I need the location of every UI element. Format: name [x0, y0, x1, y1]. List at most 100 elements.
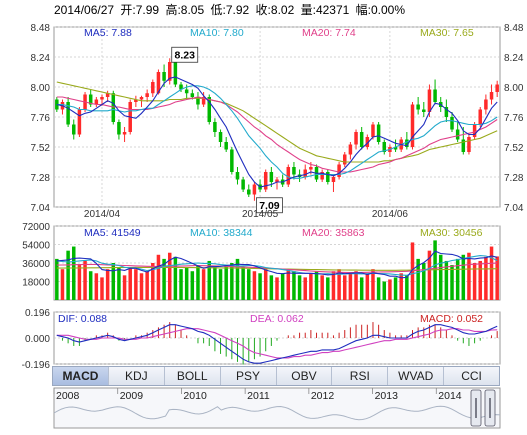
candle-body — [134, 99, 138, 102]
candle-body — [252, 184, 257, 195]
candle-body — [224, 142, 228, 150]
tab-kdj[interactable]: KDJ — [109, 367, 165, 385]
macd-panel: 0.196 0.000 -0.196 DIF: 0.088 DEA: 0.062 MACD… — [22, 308, 501, 371]
price-y-tick-label: 8.24 — [31, 53, 51, 64]
volume-bar — [467, 252, 471, 300]
tab-boll[interactable]: BOLL — [165, 367, 221, 385]
candle-body — [207, 97, 212, 122]
volume-bar — [173, 256, 178, 300]
volume-bar — [320, 275, 324, 300]
volume-bar — [151, 263, 155, 300]
legend-ma10: MA10: 38344 — [190, 227, 253, 239]
legend-ma20: MA20: 7.74 — [302, 27, 356, 39]
tab-cci[interactable]: CCI — [461, 369, 482, 383]
volume-bar — [438, 254, 443, 300]
volume-bar — [461, 254, 466, 300]
candle-body — [275, 179, 279, 182]
volume-bar — [213, 267, 217, 300]
candle-body — [162, 72, 166, 81]
volume-bar — [122, 275, 127, 300]
volume-bar — [331, 271, 336, 300]
volume-bar — [139, 273, 144, 300]
candle-body — [326, 172, 330, 182]
legend-ma30: MA30: 30456 — [420, 227, 483, 239]
price-y-tick-label-right: 7.04 — [504, 203, 524, 214]
volume-bar — [190, 271, 195, 300]
change-label: 幅: — [356, 2, 371, 17]
volume-y-tick-label: 72000 — [22, 222, 50, 233]
price-x-tick-label: 2014/05 — [242, 209, 279, 220]
timeline-panel[interactable]: 2008 2009 2010 2011 2012 2013 2014 — [53, 387, 501, 429]
price-y-tick-label-right: 7.76 — [504, 113, 524, 124]
legend-ma5: MA5: 41549 — [84, 227, 141, 239]
ma5-line — [56, 76, 498, 188]
volume-bar — [405, 275, 409, 300]
volume-bar — [326, 277, 330, 300]
timeline-frame — [53, 387, 501, 429]
change-value: 0.00% — [371, 3, 405, 17]
volume-bar — [455, 258, 460, 300]
candle-body — [495, 84, 499, 92]
legend-ma10: MA10: 7.80 — [190, 27, 244, 39]
candle-body — [88, 94, 93, 105]
legend-ma5: MA5: 7.88 — [84, 27, 132, 39]
candle-body — [422, 109, 426, 112]
candle-body — [365, 137, 370, 147]
volume-bar — [241, 267, 245, 300]
ma10-line — [56, 85, 498, 179]
volume-bar — [365, 273, 370, 300]
tab-obv[interactable]: OBV — [277, 367, 333, 385]
volume-panel: 72000 54000 36000 18000 MA5: 41549 MA10: 3834… — [22, 222, 501, 301]
high-value: 8.05 — [181, 3, 205, 17]
volume-bar — [275, 277, 279, 300]
price-y-tick-label-right: 8.24 — [504, 53, 524, 64]
volume-bar — [100, 277, 104, 300]
candle-body — [100, 97, 104, 100]
price-y-tick-label: 8.48 — [31, 23, 51, 34]
price-annotation: 7.09 — [259, 200, 280, 212]
price-annotation: 8.23 — [175, 49, 196, 61]
volume-bar — [427, 250, 432, 300]
volume-bar — [388, 279, 392, 300]
volume-bar — [134, 269, 138, 300]
volume-bar — [162, 258, 166, 300]
candle-body — [337, 164, 341, 177]
candle-body — [77, 109, 82, 135]
candle-body — [331, 177, 336, 182]
candle-body — [139, 97, 144, 100]
tab-macd[interactable]: MACD — [53, 367, 109, 385]
volume-bar — [94, 273, 99, 300]
tab-wvad[interactable]: WVAD — [388, 367, 445, 385]
candle-body — [218, 132, 223, 142]
open-label: 开: — [120, 3, 135, 17]
volume-bar — [263, 269, 268, 300]
tab-rsi[interactable]: RSI — [332, 367, 389, 385]
volume-bar — [196, 265, 200, 300]
candle-body — [342, 154, 347, 165]
candle-body — [151, 82, 155, 94]
volume-bar — [309, 273, 313, 300]
volume-bar — [297, 275, 302, 300]
legend-ma30: MA30: 7.65 — [420, 27, 474, 39]
candle-body — [416, 104, 420, 110]
candle-body — [241, 179, 245, 190]
volume-label: 量: — [301, 3, 316, 17]
price-y-tick-label: 7.76 — [31, 113, 51, 124]
candle-body — [348, 144, 353, 155]
volume-bar — [218, 269, 223, 300]
candle-body — [190, 93, 195, 97]
high-label: 高: — [165, 2, 180, 17]
vol-ma5-line — [56, 250, 498, 279]
candle-body — [410, 104, 415, 147]
candle-body — [173, 62, 178, 85]
volume-bar — [224, 265, 228, 300]
volume-bar — [348, 273, 353, 300]
close-label: 收: — [256, 3, 271, 17]
volume-bar — [207, 260, 212, 300]
price-y-tick-label-right: 7.28 — [504, 173, 524, 184]
tab-psy[interactable]: PSY — [221, 367, 277, 385]
volume-bar — [128, 267, 132, 300]
volume-bar — [354, 271, 358, 300]
candle-body — [433, 89, 437, 102]
candle-body — [405, 139, 409, 147]
